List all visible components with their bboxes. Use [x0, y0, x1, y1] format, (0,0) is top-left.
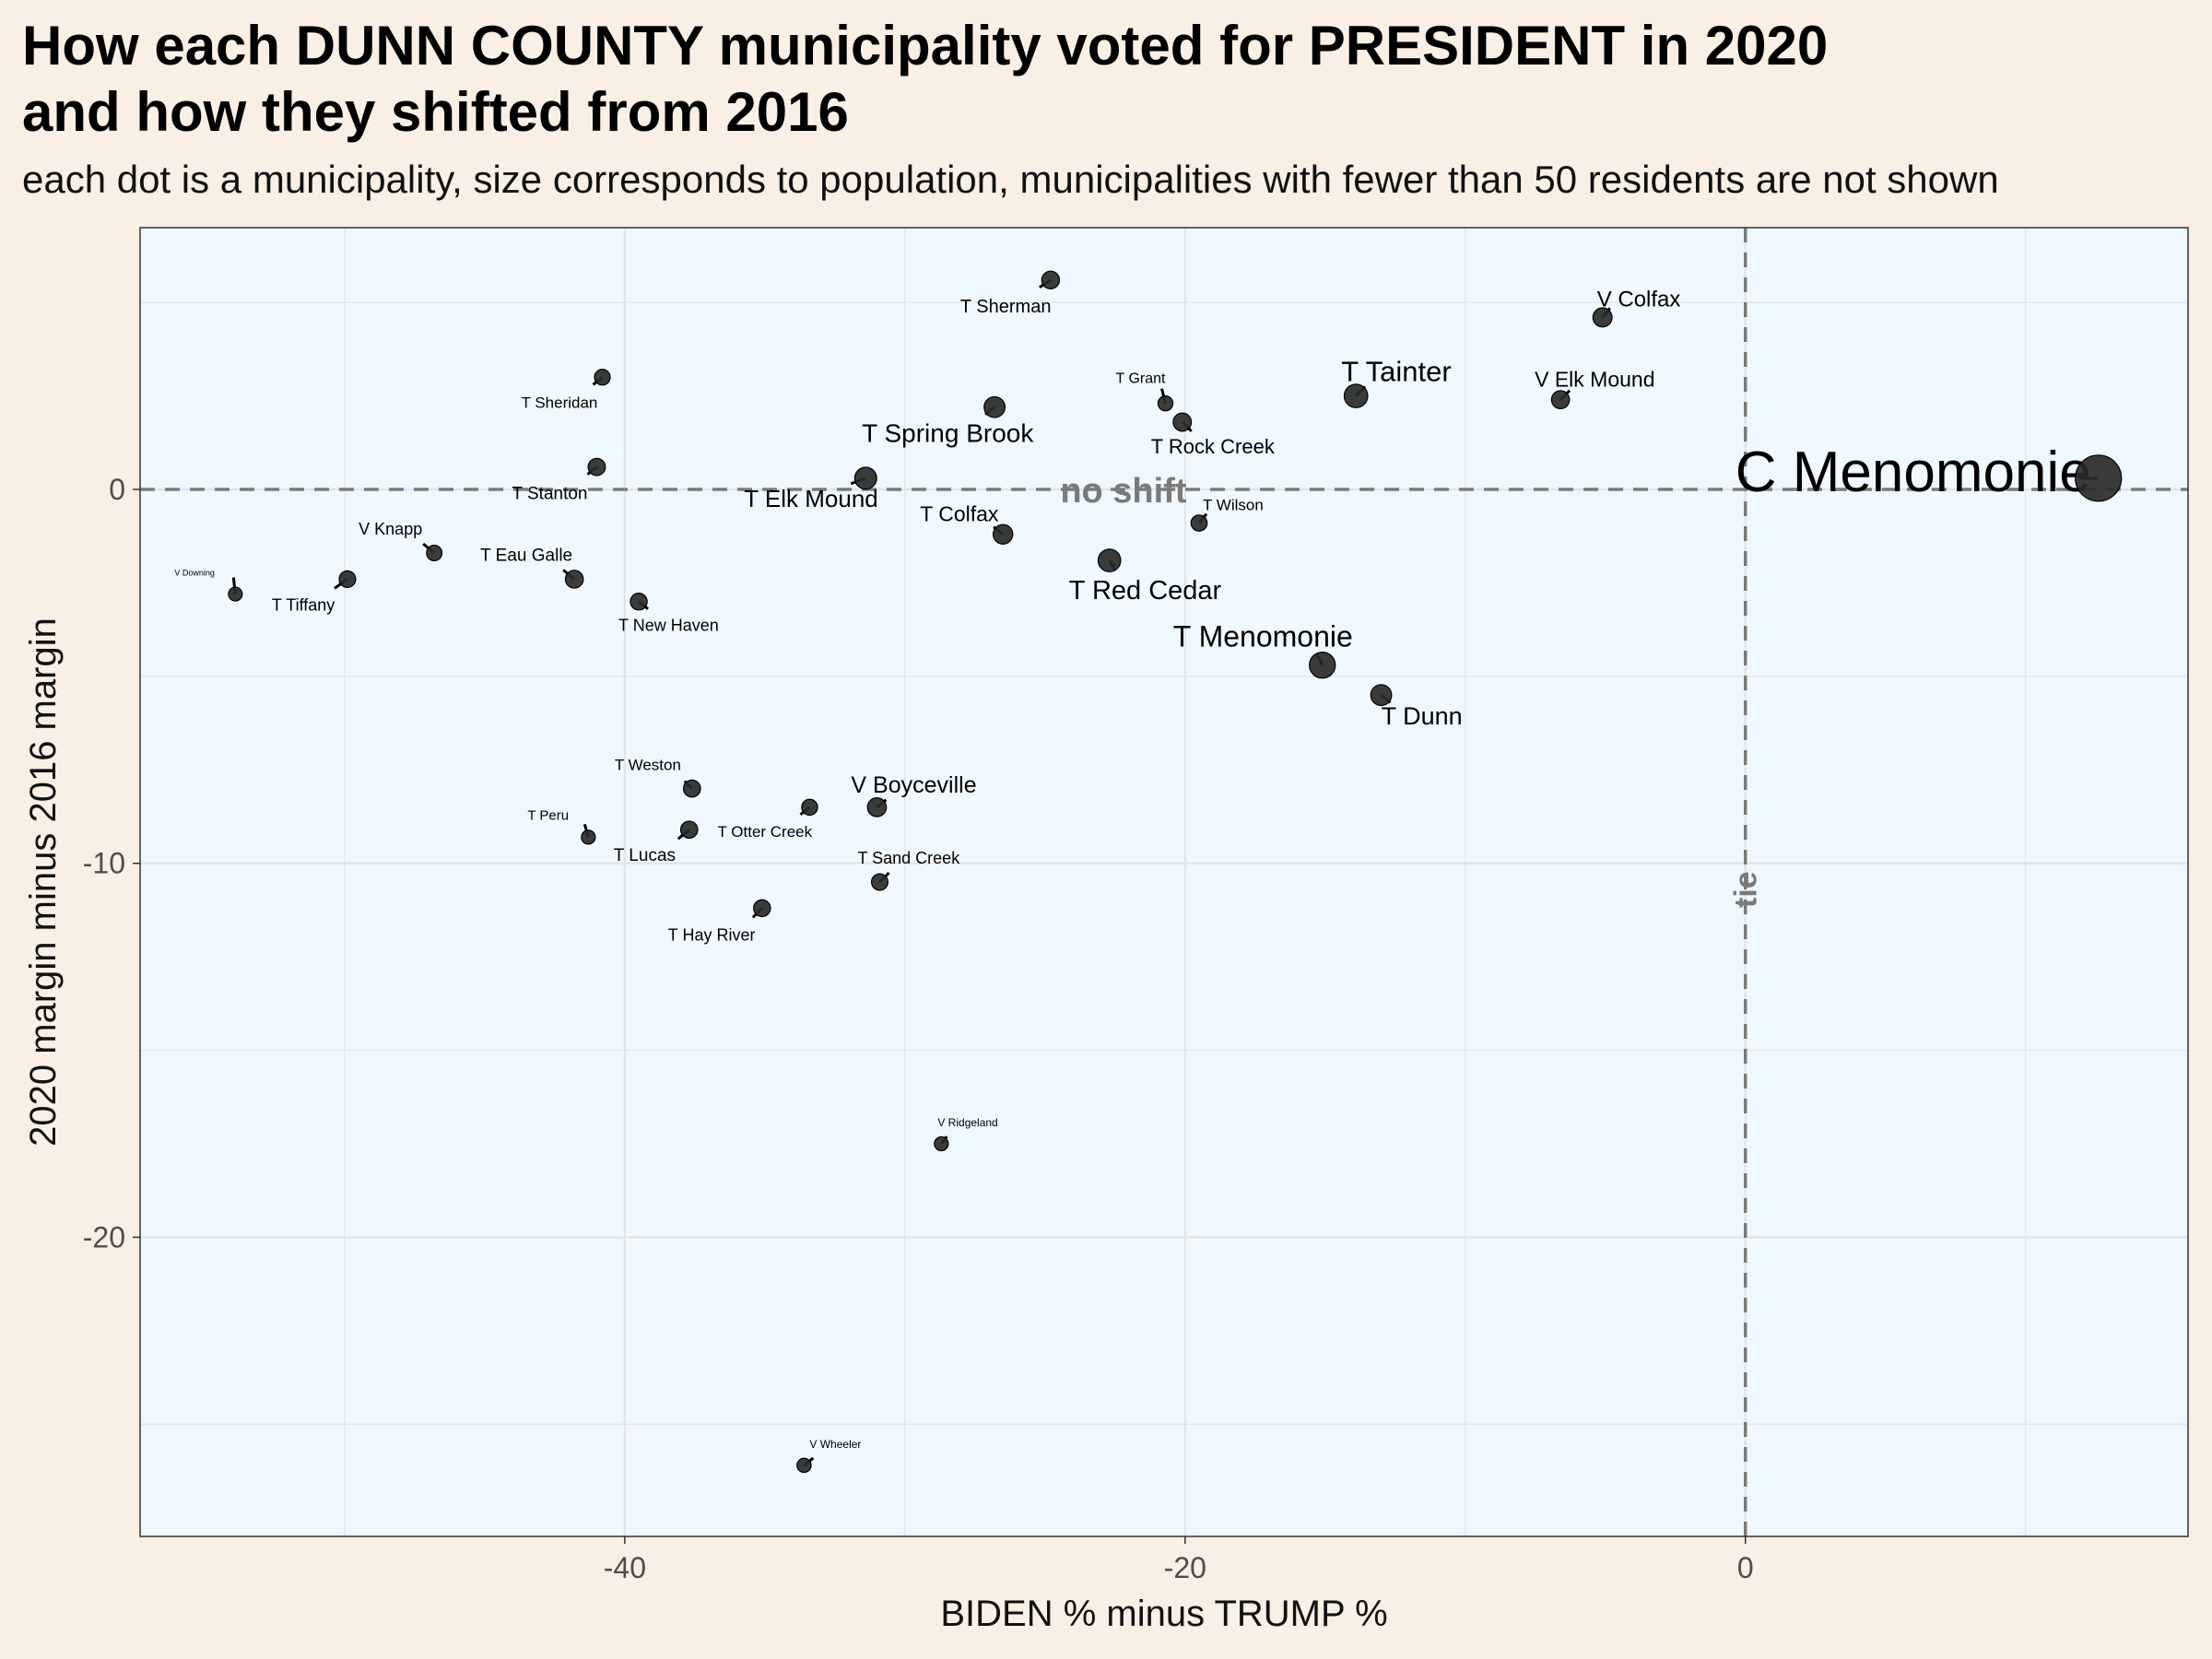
point-label-t-hay-river: T Hay River	[668, 925, 756, 944]
point-t-grant	[1157, 395, 1174, 412]
x-axis-label: BIDEN % minus TRUMP %	[940, 1594, 1387, 1634]
reference-lines: no shift tie	[140, 228, 2188, 1536]
point-label-t-new-haven: T New Haven	[618, 617, 719, 635]
point-label-v-ridgeland: V Ridgeland	[937, 1116, 997, 1129]
point-t-elk-mound	[853, 466, 877, 490]
point-label-c-menomonie: C Menomonie	[1735, 441, 2091, 504]
point-label-t-rock-creek: T Rock Creek	[1151, 435, 1276, 458]
point-t-red-cedar	[1097, 548, 1122, 572]
point-label-t-sherman: T Sherman	[960, 297, 1052, 317]
point-t-peru	[581, 830, 596, 845]
point-t-weston	[682, 779, 701, 798]
point-t-hay-river	[753, 899, 771, 918]
point-label-t-red-cedar: T Red Cedar	[1069, 576, 1222, 606]
axis-ticks: -40 -20 0 0 -10 -20	[83, 473, 1754, 1584]
y-tick-label: -20	[83, 1220, 125, 1253]
point-v-colfax	[1592, 307, 1613, 328]
point-v-ridgeland	[934, 1135, 949, 1152]
point-t-sand-creek	[870, 873, 889, 891]
x-tick-label: 0	[1737, 1551, 1754, 1584]
point-label-v-colfax: V Colfax	[1597, 287, 1681, 312]
point-t-new-haven	[629, 592, 648, 611]
data-points	[228, 270, 2123, 1474]
point-t-otter-creek	[801, 798, 818, 817]
x-tick-label: -40	[604, 1551, 646, 1584]
point-label-t-stanton: T Stanton	[512, 485, 587, 504]
point-labels: C Menomonie V Colfax V Elk Mound T Tainter T…	[174, 278, 2099, 1467]
y-tick-label: -10	[83, 847, 125, 880]
x-tick-label: -20	[1164, 1551, 1206, 1584]
point-v-knapp	[426, 544, 443, 561]
point-t-dunn	[1370, 684, 1393, 707]
point-label-t-weston: T Weston	[615, 757, 681, 774]
point-t-lucas	[679, 820, 699, 840]
point-t-colfax	[993, 524, 1014, 545]
point-label-t-otter-creek: T Otter Creek	[717, 823, 812, 841]
point-label-v-wheeler: V Wheeler	[809, 1438, 861, 1451]
plot-panel	[140, 228, 2188, 1536]
point-label-t-grant: T Grant	[1116, 371, 1167, 387]
point-t-menomonie	[1309, 652, 1336, 679]
point-t-sheridan	[594, 369, 611, 386]
point-label-t-tainter: T Tainter	[1341, 356, 1451, 388]
point-t-tainter	[1343, 383, 1369, 408]
point-label-t-colfax: T Colfax	[920, 502, 999, 526]
point-t-spring-brook	[983, 395, 1006, 418]
point-label-v-downing: V Downing	[174, 569, 215, 578]
point-label-t-sand-creek: T Sand Creek	[857, 849, 960, 867]
point-t-stanton	[587, 457, 606, 477]
no-shift-label: no shift	[1060, 472, 1187, 511]
tie-label: tie	[1729, 871, 1764, 908]
point-label-t-elk-mound: T Elk Mound	[744, 485, 877, 512]
point-t-tiffany	[338, 570, 357, 588]
point-label-t-menomonie: T Menomonie	[1173, 620, 1353, 653]
point-label-t-eau-galle: T Eau Galle	[480, 546, 572, 565]
chart-title: How each DUNN COUNTY municipality voted …	[22, 15, 1829, 143]
point-label-t-spring-brook: T Spring Brook	[862, 419, 1034, 448]
point-t-sherman	[1041, 270, 1061, 290]
point-label-t-wilson: T Wilson	[1203, 497, 1264, 514]
chart-subtitle: each dot is a municipality, size corresp…	[22, 158, 1999, 201]
point-label-v-boyceville: V Boyceville	[851, 772, 976, 798]
point-label-t-tiffany: T Tiffany	[272, 595, 335, 614]
point-label-t-dunn: T Dunn	[1382, 702, 1463, 730]
point-label-t-peru: T Peru	[527, 807, 569, 823]
point-v-wheeler	[796, 1457, 812, 1474]
point-label-t-sheridan: T Sheridan	[522, 394, 598, 411]
plot-border	[139, 227, 2189, 1537]
point-label-v-knapp: V Knapp	[359, 520, 422, 538]
point-v-downing	[228, 586, 243, 602]
point-v-boyceville	[866, 797, 888, 818]
y-axis-label: 2020 margin minus 2016 margin	[23, 618, 64, 1147]
point-t-rock-creek	[1172, 412, 1193, 432]
point-c-menomonie	[2075, 454, 2123, 502]
point-v-elk-mound	[1550, 390, 1571, 409]
y-tick-label: 0	[109, 473, 125, 506]
point-t-wilson	[1190, 514, 1208, 532]
point-t-eau-galle	[564, 570, 584, 589]
point-label-t-lucas: T Lucas	[614, 846, 676, 865]
point-label-v-elk-mound: V Elk Mound	[1535, 368, 1654, 392]
